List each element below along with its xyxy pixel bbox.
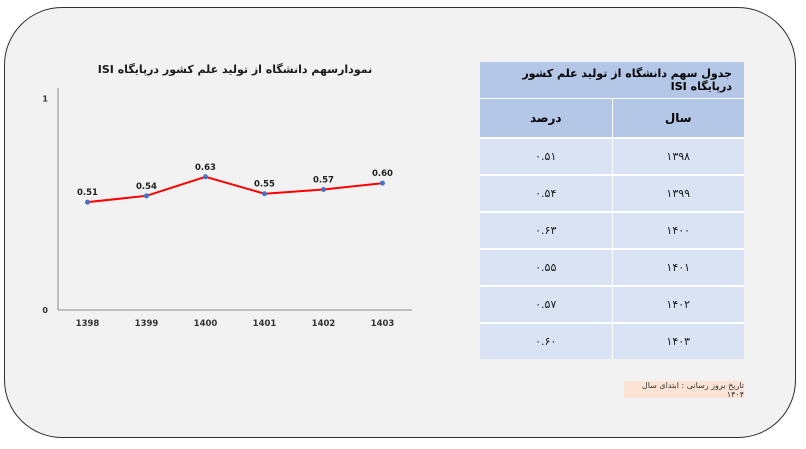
chart-title: نمودارسهم دانشگاه از تولید علم کشور درپا… xyxy=(97,63,373,76)
table-cell-percent: ۰.۵۴ xyxy=(480,174,612,212)
y-tick-label: 1 xyxy=(42,95,48,104)
table-cell-percent: ۰.۶۰ xyxy=(480,322,612,359)
table-cell-year: ۱۴۰۰ xyxy=(611,211,744,249)
x-tick-label: 1400 xyxy=(194,319,218,329)
data-point xyxy=(321,186,326,192)
table-cell-percent: ۰.۵۷ xyxy=(480,285,612,323)
table-cell-year: ۱۴۰۲ xyxy=(611,285,744,323)
table-title: جدول سهم دانشگاه از تولید علم کشور درپای… xyxy=(480,62,744,99)
table-row: ۱۴۰۱ ۰.۵۵ xyxy=(480,248,744,286)
table-row: ۱۴۰۳ ۰.۶۰ xyxy=(480,322,744,359)
x-tick-label: 1403 xyxy=(371,319,395,329)
table-cell-percent: ۰.۵۱ xyxy=(480,137,612,175)
share-table: جدول سهم دانشگاه از تولید علم کشور درپای… xyxy=(480,62,744,359)
x-tick-label: 1401 xyxy=(253,319,277,329)
x-tick-label: 1402 xyxy=(312,319,336,329)
table-header-percent: درصد xyxy=(480,98,612,138)
table-row: ۱۴۰۲ ۰.۵۷ xyxy=(480,285,744,323)
data-point xyxy=(380,180,385,186)
data-point xyxy=(203,174,208,180)
data-label: 0.51 xyxy=(77,188,98,198)
data-point xyxy=(262,191,267,197)
table-header-year: سال xyxy=(611,98,744,138)
table-cell-year: ۱۳۹۹ xyxy=(611,174,744,212)
table-cell-percent: ۰.۶۳ xyxy=(480,211,612,249)
data-point xyxy=(144,193,149,199)
table-row: ۱۳۹۸ ۰.۵۱ xyxy=(480,137,744,175)
data-label: 0.57 xyxy=(313,175,334,185)
data-label: 0.55 xyxy=(254,180,275,190)
table-cell-year: ۱۳۹۸ xyxy=(611,137,744,175)
series-line xyxy=(87,175,383,204)
x-tick-label: 1399 xyxy=(135,319,159,329)
table-cell-year: ۱۴۰۳ xyxy=(611,322,744,359)
table-row: ۱۴۰۰ ۰.۶۳ xyxy=(480,211,744,249)
table-cell-percent: ۰.۵۵ xyxy=(480,248,612,286)
y-tick-label: 0 xyxy=(42,306,48,315)
table-cell-year: ۱۴۰۱ xyxy=(611,248,744,286)
data-point xyxy=(85,199,90,205)
line-chart: 0 1 1398 1399 1400 1401 1402 1403 0.51 0.54 0.63 0.… xyxy=(42,88,412,329)
data-label: 0.63 xyxy=(195,163,216,173)
data-label: 0.54 xyxy=(136,182,157,192)
update-date-note: تاریخ بروز رسانی : ابتدای سال ۱۴۰۴ xyxy=(624,381,744,399)
data-label: 0.60 xyxy=(372,169,393,179)
table-row: ۱۳۹۹ ۰.۵۴ xyxy=(480,174,744,212)
x-tick-label: 1398 xyxy=(76,319,100,329)
